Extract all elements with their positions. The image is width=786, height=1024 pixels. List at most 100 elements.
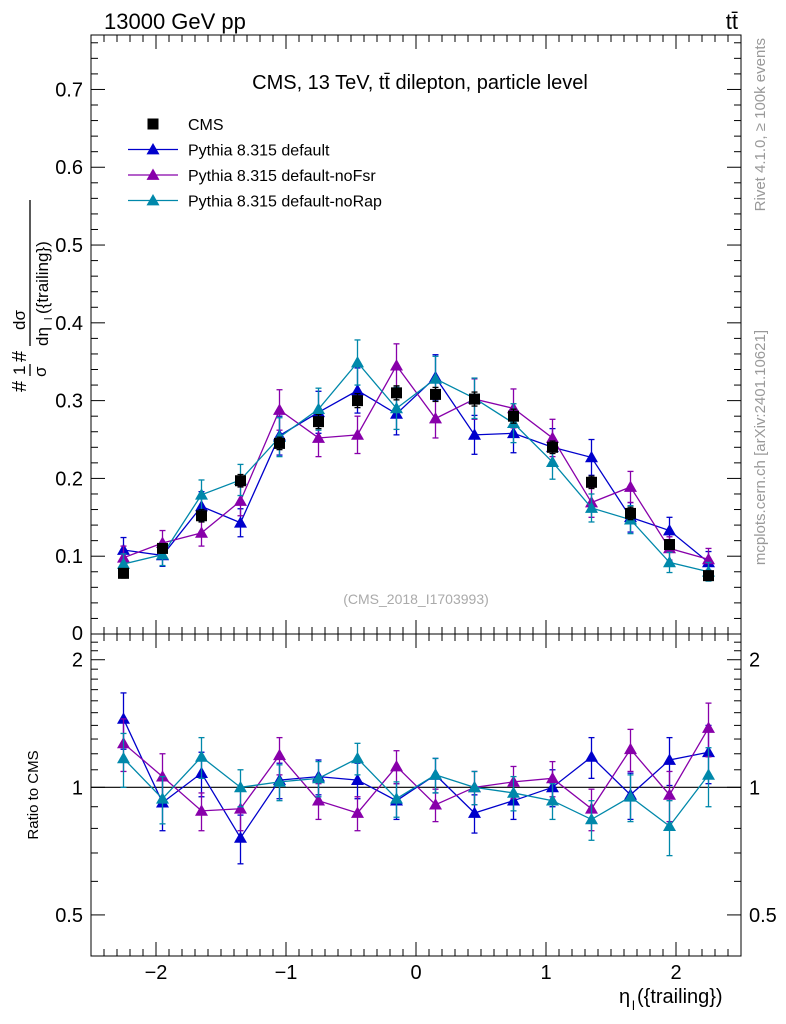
ratio-point-noRap bbox=[468, 780, 481, 793]
data-point-noFsr bbox=[273, 403, 286, 415]
main-y-tick-label: 0.6 bbox=[55, 157, 83, 179]
ratio-plot-ticks: 0.5 0.5 1 1 2 2 −2 −1 0 1 2 bbox=[55, 634, 777, 984]
legend-label-cms: CMS bbox=[188, 117, 224, 134]
data-point-default bbox=[234, 516, 247, 528]
data-point-noRap bbox=[351, 356, 364, 368]
data-point-cms bbox=[118, 567, 129, 579]
ratio-y-tick-label-right: 1 bbox=[749, 777, 760, 799]
ratio-point-noFsr bbox=[429, 798, 442, 810]
ratio-series-noFsr bbox=[117, 702, 715, 832]
x-tick-label: 0 bbox=[410, 962, 421, 984]
analysis-watermark: (CMS_2018_I1703993) bbox=[343, 591, 489, 607]
main-y-tick-label: 0.4 bbox=[55, 313, 83, 335]
mcplots-label: mcplots.cern.ch [arXiv:2401.10621] bbox=[752, 330, 769, 565]
ratio-point-noFsr bbox=[390, 759, 403, 772]
data-point-cms bbox=[391, 387, 402, 399]
ratio-series-default bbox=[117, 692, 715, 865]
ylabel-sigma: σ bbox=[31, 366, 50, 377]
data-point-cms bbox=[430, 388, 441, 400]
ylabel-hash-2: # bbox=[9, 350, 31, 362]
ratio-plot-frame bbox=[90, 633, 742, 957]
ratio-point-noRap bbox=[702, 768, 715, 780]
ylabel-argument: ({trailing}) bbox=[33, 241, 52, 314]
x-tick-label: −1 bbox=[275, 962, 298, 984]
ratio-point-noFsr bbox=[624, 742, 637, 755]
legend-entry-noFsr: Pythia 8.315 default-noFsr bbox=[128, 168, 376, 185]
legend-marker-noRap bbox=[146, 194, 160, 206]
legend-label-default: Pythia 8.315 default bbox=[188, 143, 330, 160]
data-point-cms bbox=[586, 476, 597, 488]
data-point-default bbox=[663, 524, 676, 536]
ratio-point-noFsr bbox=[195, 804, 208, 816]
xlabel-subscript: l bbox=[632, 998, 635, 1013]
ratio-point-noFsr bbox=[702, 721, 715, 733]
ratio-point-default bbox=[585, 750, 598, 762]
ratio-point-noFsr bbox=[546, 771, 559, 784]
data-point-noRap bbox=[195, 488, 208, 500]
legend-entry-noRap: Pythia 8.315 default-noRap bbox=[128, 194, 382, 211]
ratio-point-noFsr bbox=[273, 748, 286, 761]
ratio-point-noRap bbox=[312, 771, 325, 784]
data-point-default bbox=[585, 450, 598, 463]
ylabel-hash-1: # bbox=[9, 380, 31, 392]
ratio-point-noRap bbox=[156, 792, 169, 804]
ratio-point-noFsr bbox=[156, 770, 169, 782]
ratio-point-noRap bbox=[663, 819, 676, 831]
ratio-point-noRap bbox=[585, 812, 598, 825]
ratio-point-default bbox=[663, 753, 676, 765]
legend-marker-cms bbox=[147, 118, 159, 130]
legend-label-noRap: Pythia 8.315 default-noRap bbox=[188, 194, 382, 211]
ratio-point-noRap bbox=[234, 780, 247, 793]
ratio-point-noRap bbox=[546, 794, 559, 806]
ratio-point-noFsr bbox=[312, 794, 325, 806]
series-line-noRap bbox=[123, 361, 709, 573]
ratio-y-tick-label: 0.5 bbox=[55, 905, 83, 927]
ylabel-eta-subscript: l bbox=[43, 318, 55, 320]
legend-entry-default: Pythia 8.315 default bbox=[128, 143, 330, 160]
series-line-noFsr bbox=[123, 364, 709, 560]
data-point-noRap bbox=[390, 401, 403, 414]
ratio-y-tick-label: 2 bbox=[72, 650, 83, 672]
header-process-label: tt̄ bbox=[726, 9, 738, 34]
ratio-point-noRap bbox=[117, 751, 130, 764]
ratio-y-tick-label-right: 2 bbox=[749, 650, 760, 672]
ratio-point-noFsr bbox=[351, 806, 364, 818]
ratio-point-noRap bbox=[624, 790, 637, 802]
ylabel-dsigma: dσ bbox=[10, 310, 29, 330]
data-point-noFsr bbox=[234, 494, 247, 506]
main-y-tick-label: 0.2 bbox=[55, 468, 83, 490]
legend-marker-noFsr bbox=[146, 168, 160, 180]
series-line-default bbox=[123, 376, 709, 563]
data-point-noRap bbox=[429, 372, 442, 384]
legend: CMS Pythia 8.315 default Pythia 8.315 defa… bbox=[128, 117, 382, 211]
x-tick-label: 1 bbox=[540, 962, 551, 984]
data-point-cms bbox=[196, 510, 207, 522]
ratio-point-noFsr bbox=[234, 802, 247, 814]
data-point-cms bbox=[313, 416, 324, 428]
series-noRap bbox=[117, 339, 715, 582]
ratio-point-noFsr bbox=[663, 788, 676, 800]
data-point-noRap bbox=[117, 557, 130, 569]
data-point-noFsr bbox=[195, 526, 208, 538]
ratio-point-noRap bbox=[351, 751, 364, 764]
ratio-y-axis-label: Ratio to CMS bbox=[25, 750, 42, 839]
x-axis-label: η l ({trailing}) bbox=[619, 986, 723, 1013]
ratio-series-noRap bbox=[117, 732, 715, 857]
data-point-cms bbox=[157, 542, 168, 554]
data-point-noRap bbox=[663, 555, 676, 568]
series-noFsr bbox=[117, 343, 715, 571]
data-point-cms bbox=[625, 507, 636, 519]
ratio-point-noRap bbox=[507, 786, 520, 798]
rivet-version-label: Rivet 4.1.0, ≥ 100k events bbox=[752, 38, 769, 211]
data-point-noRap bbox=[546, 455, 559, 467]
legend-marker-default bbox=[146, 143, 160, 155]
x-tick-label: −2 bbox=[145, 962, 168, 984]
ylabel-one: 1 bbox=[10, 366, 29, 375]
ratio-y-tick-label-right: 0.5 bbox=[749, 905, 777, 927]
ratio-point-noRap bbox=[429, 768, 442, 780]
data-point-noFsr bbox=[546, 431, 559, 443]
ylabel-deta: dη bbox=[33, 327, 52, 346]
data-point-noFsr bbox=[624, 480, 637, 492]
main-y-tick-label: 0.5 bbox=[55, 235, 83, 257]
